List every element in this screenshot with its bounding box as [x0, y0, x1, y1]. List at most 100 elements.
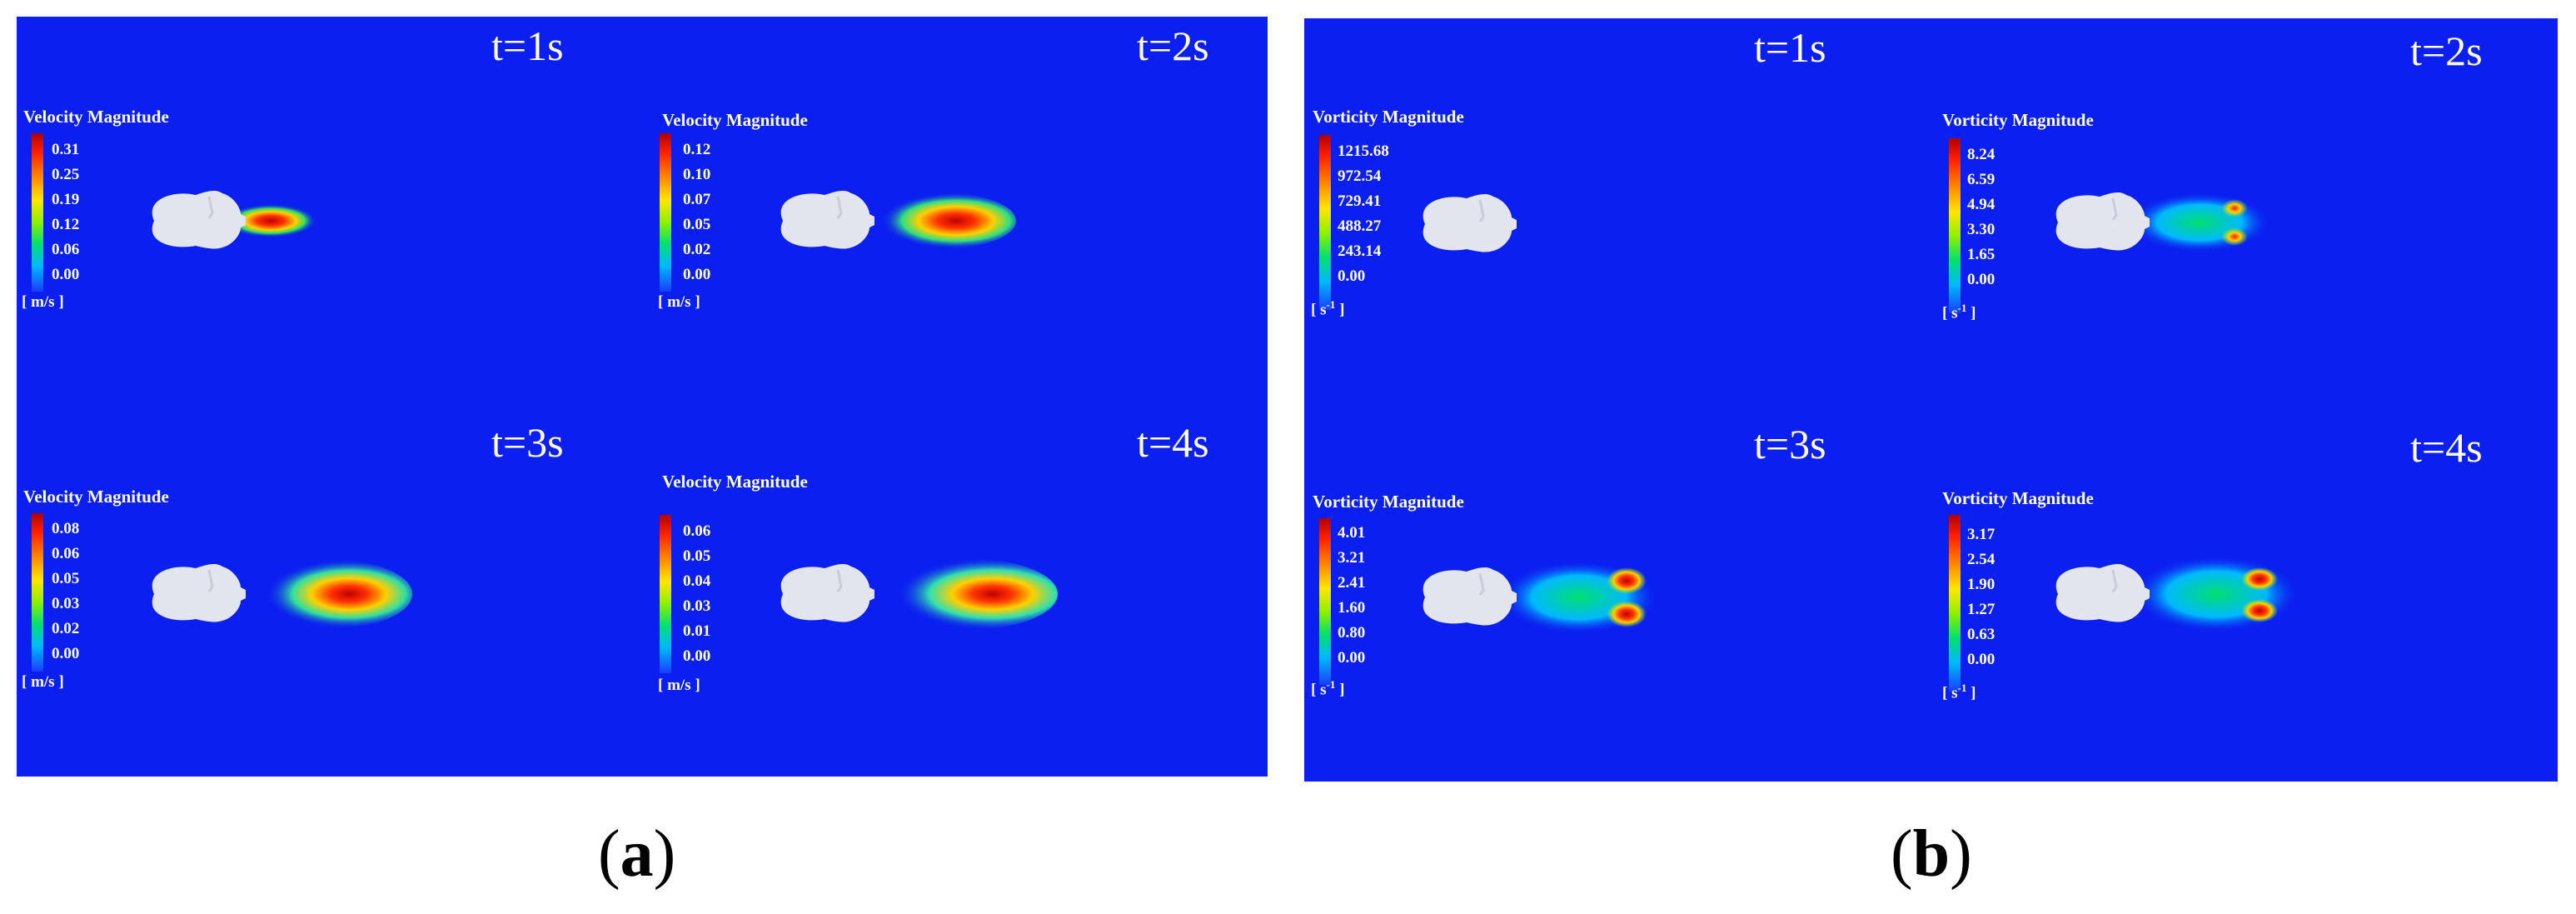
colorbar: [1949, 515, 1961, 692]
colorbar-tick: 972.54: [1338, 167, 1382, 185]
vorticity-panel: t=1s Vorticity Magnitude 1215.68 972.54 …: [1304, 18, 2558, 782]
colorbar-tick: 0.25: [52, 166, 80, 183]
legend-title: Vorticity Magnitude: [1313, 107, 1464, 127]
legend-title: Velocity Magnitude: [23, 107, 169, 127]
colorbar-tick: 0.00: [1338, 267, 1366, 285]
flow-field-t3: [152, 559, 412, 629]
caption-letter: b: [1912, 817, 1951, 891]
velocity-panel: t=1s Velocity Magnitude 0.31 0.25 0.19 0…: [17, 17, 1268, 777]
wake-plume: [2133, 556, 2299, 632]
legend-title: Vorticity Magnitude: [1942, 488, 2094, 508]
colorbar-tick: 0.63: [1967, 626, 1996, 643]
colorbar-tick: 1215.68: [1338, 142, 1389, 160]
colorbar-tick: 2.54: [1967, 551, 1996, 568]
caption-letter: a: [620, 817, 654, 891]
colorbar-tick: 3.21: [1338, 549, 1366, 567]
colorbar: [32, 133, 43, 292]
colorbar-unit: [ s-1 ]: [1942, 302, 1976, 322]
colorbar-tick: 0.01: [683, 622, 711, 640]
colorbar-tick: 0.06: [52, 241, 80, 258]
caption-a: (a): [598, 817, 676, 891]
fish-notch: [836, 569, 843, 592]
colorbar-tick: 3.17: [1967, 526, 1996, 543]
colorbar-tick: 0.00: [683, 647, 711, 665]
legend-title: Velocity Magnitude: [662, 110, 808, 130]
colorbar: [660, 515, 671, 673]
colorbar: [1949, 138, 1961, 313]
vortex-core: [2241, 599, 2278, 622]
fish-body: [780, 190, 874, 249]
flow-field-t1: [1423, 193, 1517, 252]
colorbar-tick: 0.07: [683, 191, 711, 208]
colorbar-tick: 0.31: [52, 141, 80, 158]
colorbar-tick: 4.94: [1967, 196, 1996, 213]
fish-notch: [836, 196, 843, 219]
colorbar-tick: 0.04: [683, 572, 711, 590]
colorbar-tick: 6.59: [1967, 171, 1996, 188]
colorbar-tick: 3.30: [1967, 221, 1996, 238]
time-label-t4: t=4s: [2410, 424, 2483, 471]
colorbar-tick: 0.06: [683, 522, 711, 540]
fish-body: [152, 563, 246, 622]
fish-notch: [1478, 572, 1485, 596]
time-label-t3: t=3s: [1754, 421, 1826, 467]
colorbar-tick: 0.80: [1338, 624, 1366, 642]
fish-body: [780, 563, 874, 622]
colorbar-unit: [ s-1 ]: [1311, 678, 1345, 699]
colorbar-unit: [ m/s ]: [658, 677, 700, 694]
legend-title: Vorticity Magnitude: [1942, 110, 2094, 130]
colorbar-tick: 0.12: [683, 141, 711, 158]
caption-b: (b): [1891, 817, 1972, 891]
legend-title: Velocity Magnitude: [23, 487, 169, 507]
vortex-core: [1607, 601, 1647, 627]
fish-notch: [207, 196, 214, 219]
wake-plume: [866, 557, 1058, 631]
colorbar-tick: 0.00: [1967, 271, 1996, 288]
wake-plume: [225, 204, 316, 237]
wake-plume: [246, 559, 412, 629]
colorbar-tick: 0.08: [52, 520, 80, 537]
colorbar-tick: 0.05: [683, 547, 711, 565]
colorbar-unit: [ m/s ]: [22, 673, 64, 691]
colorbar-tick: 1.27: [1967, 601, 1996, 618]
flow-field-t1: [152, 190, 316, 249]
wake-plume: [866, 192, 1016, 249]
vortex-core: [2241, 567, 2278, 591]
colorbar-unit: [ s-1 ]: [1942, 682, 1976, 702]
colorbar-tick: 0.02: [52, 620, 80, 637]
flow-field-t4: [780, 557, 1058, 631]
time-label-t3: t=3s: [491, 419, 564, 466]
fish-body: [2055, 192, 2150, 251]
colorbar-tick: 1.60: [1338, 599, 1366, 617]
colorbar-unit: [ m/s ]: [22, 293, 64, 311]
colorbar-tick: 0.12: [52, 216, 80, 233]
colorbar: [660, 133, 671, 292]
colorbar-tick: 4.01: [1338, 524, 1366, 542]
time-label-t4: t=4s: [1137, 419, 1209, 466]
colorbar-tick: 1.65: [1967, 246, 1996, 263]
colorbar-tick: 0.05: [683, 216, 711, 233]
colorbar-tick: 0.03: [683, 597, 711, 615]
colorbar-tick: 0.19: [52, 191, 80, 208]
flow-field-t4: [2055, 556, 2299, 632]
colorbar-unit: [ s-1 ]: [1311, 298, 1345, 319]
colorbar: [1319, 135, 1331, 310]
fish-body: [152, 190, 246, 249]
colorbar-tick: 0.02: [683, 241, 711, 258]
colorbar-tick: 0.00: [52, 266, 80, 283]
vortex-core: [2221, 199, 2248, 217]
colorbar-tick: 8.24: [1967, 146, 1996, 163]
colorbar-tick: 0.00: [52, 645, 80, 662]
vortex-core: [2221, 227, 2248, 246]
colorbar: [1319, 518, 1331, 685]
colorbar-tick: 488.27: [1338, 217, 1382, 235]
colorbar-tick: 0.06: [52, 545, 80, 562]
colorbar-tick: 0.00: [683, 266, 711, 283]
time-label-t2: t=2s: [2410, 27, 2483, 74]
flow-field-t2: [2055, 192, 2270, 252]
colorbar-tick: 0.10: [683, 166, 711, 183]
flow-field-t2: [780, 190, 1016, 249]
colorbar-tick: 0.00: [1338, 649, 1366, 667]
colorbar-tick: 0.00: [1967, 651, 1996, 668]
time-label-t1: t=1s: [1754, 24, 1826, 71]
